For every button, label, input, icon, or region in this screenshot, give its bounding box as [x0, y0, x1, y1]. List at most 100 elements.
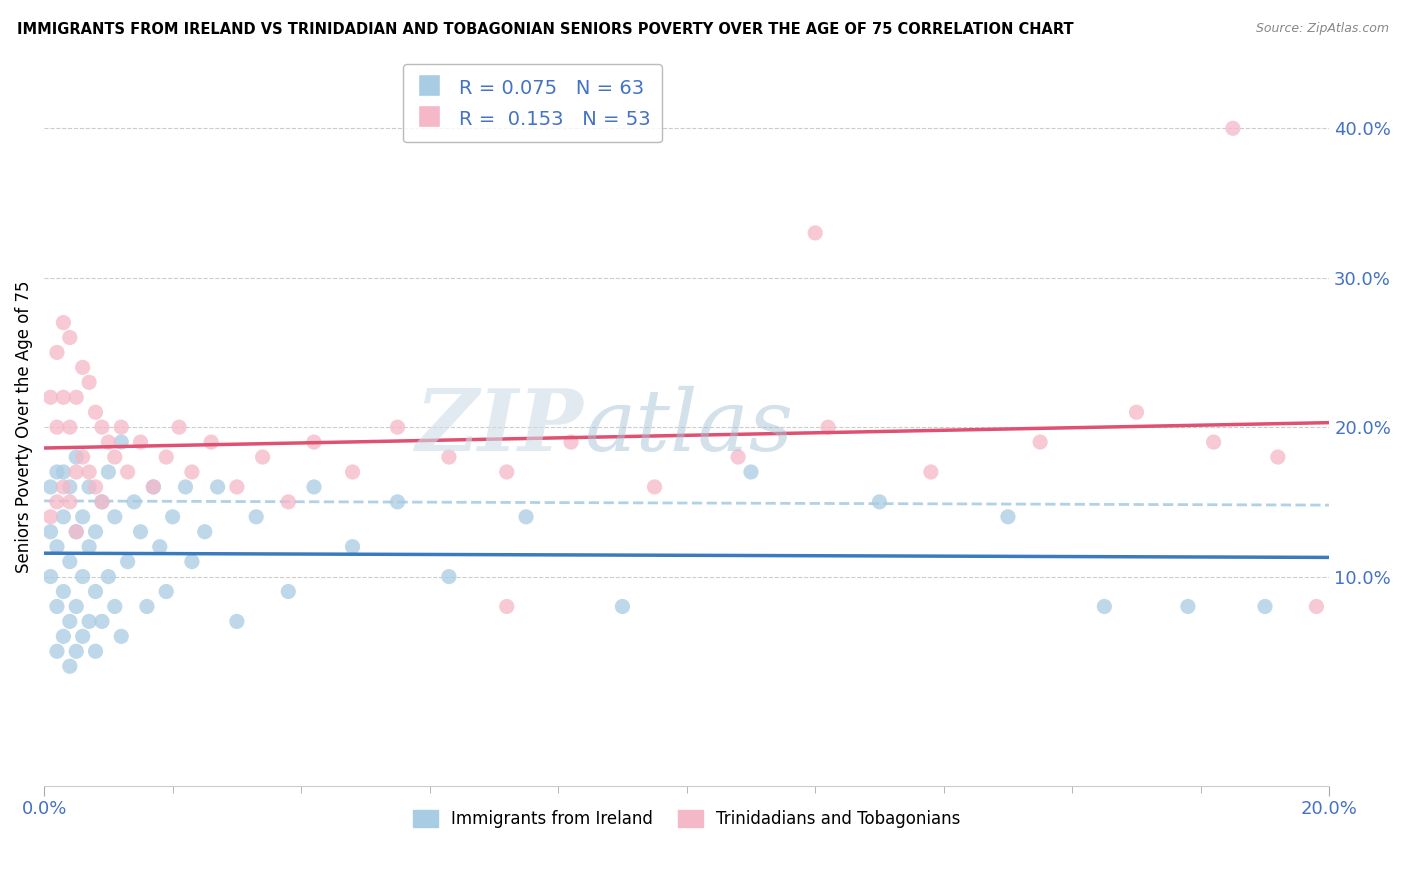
Point [72, 360, 94, 375]
Point [110, 629, 132, 643]
Point [46, 420, 69, 434]
Point [65, 465, 87, 479]
Point [59, 555, 82, 569]
Point [387, 420, 409, 434]
Point [46, 465, 69, 479]
Point [52, 465, 75, 479]
Point [52, 480, 75, 494]
Point [65, 524, 87, 539]
Point [997, 509, 1019, 524]
Point [174, 480, 197, 494]
Point [59, 420, 82, 434]
Point [46, 345, 69, 359]
Point [167, 420, 190, 434]
Point [65, 644, 87, 658]
Point [117, 465, 139, 479]
Text: IMMIGRANTS FROM IRELAND VS TRINIDADIAN AND TOBAGONIAN SENIORS POVERTY OVER THE A: IMMIGRANTS FROM IRELAND VS TRINIDADIAN A… [17, 22, 1074, 37]
Point [91, 420, 114, 434]
Point [437, 569, 460, 583]
Point [39, 569, 62, 583]
Point [59, 659, 82, 673]
Point [91, 495, 114, 509]
Point [65, 450, 87, 464]
Point [104, 450, 127, 464]
Point [180, 465, 202, 479]
Point [869, 495, 891, 509]
Point [142, 480, 165, 494]
Point [727, 450, 749, 464]
Point [110, 420, 132, 434]
Point [1177, 599, 1199, 614]
Point [84, 405, 107, 419]
Point [612, 599, 634, 614]
Point [194, 524, 217, 539]
Point [72, 450, 94, 464]
Point [52, 316, 75, 330]
Point [59, 480, 82, 494]
Point [84, 480, 107, 494]
Point [59, 330, 82, 344]
Point [515, 509, 537, 524]
Point [200, 435, 222, 450]
Point [1092, 599, 1115, 614]
Point [52, 390, 75, 404]
Point [52, 629, 75, 643]
Point [122, 495, 145, 509]
Point [77, 465, 100, 479]
Point [84, 584, 107, 599]
Point [644, 480, 666, 494]
Point [65, 599, 87, 614]
Point [149, 540, 172, 554]
Point [817, 420, 839, 434]
Point [77, 615, 100, 629]
Point [225, 480, 247, 494]
Point [342, 465, 364, 479]
Point [117, 555, 139, 569]
Point [1305, 599, 1327, 614]
Point [1029, 435, 1052, 450]
Point [39, 509, 62, 524]
Point [72, 629, 94, 643]
Point [65, 524, 87, 539]
Point [72, 509, 94, 524]
Point [225, 615, 247, 629]
Point [180, 555, 202, 569]
Point [1222, 121, 1244, 136]
Point [52, 584, 75, 599]
Point [1125, 405, 1147, 419]
Point [560, 435, 582, 450]
Point [59, 615, 82, 629]
Point [104, 599, 127, 614]
Point [1267, 450, 1289, 464]
Point [155, 450, 177, 464]
Point [135, 599, 157, 614]
Point [110, 435, 132, 450]
Point [804, 226, 827, 240]
Point [65, 390, 87, 404]
Point [46, 644, 69, 658]
Point [84, 524, 107, 539]
Point [437, 450, 460, 464]
Point [91, 495, 114, 509]
Point [277, 495, 299, 509]
Point [920, 465, 942, 479]
Point [277, 584, 299, 599]
Point [72, 569, 94, 583]
Point [46, 540, 69, 554]
Point [97, 465, 120, 479]
Point [97, 435, 120, 450]
Text: ZIP: ZIP [416, 385, 583, 469]
Point [342, 540, 364, 554]
Point [46, 599, 69, 614]
Point [39, 390, 62, 404]
Point [495, 465, 517, 479]
Point [162, 509, 184, 524]
Y-axis label: Seniors Poverty Over the Age of 75: Seniors Poverty Over the Age of 75 [15, 281, 32, 574]
Point [1254, 599, 1277, 614]
Text: atlas: atlas [583, 386, 793, 468]
Point [302, 435, 325, 450]
Point [142, 480, 165, 494]
Point [1202, 435, 1225, 450]
Point [39, 480, 62, 494]
Text: Source: ZipAtlas.com: Source: ZipAtlas.com [1256, 22, 1389, 36]
